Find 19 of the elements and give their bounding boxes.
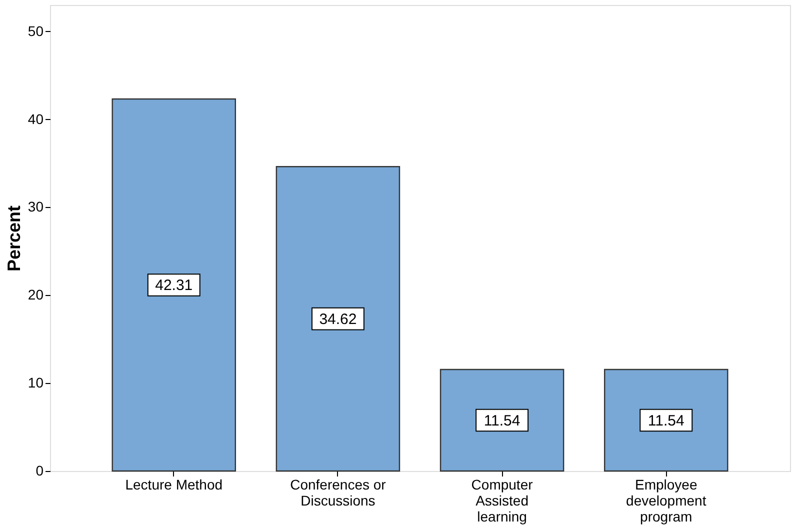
x-tick-label: Lecture Method [125,476,223,492]
bar [604,368,728,472]
y-tick-label: 40 [28,110,44,127]
bar [276,166,400,472]
y-tick-label: 0 [36,462,44,478]
data-label: 34.62 [319,310,357,328]
bar [440,368,564,472]
y-tick-label: 50 [28,22,44,39]
bar [112,98,236,472]
x-tick-label: Employee development program [626,476,706,524]
data-label: 42.31 [155,276,193,294]
x-tick-label: Conferences or Discussions [290,476,386,508]
y-axis-title: Percent [4,205,24,272]
x-tick-label: Computer Assisted learning [471,476,534,524]
y-tick-label: 20 [28,286,44,303]
y-tick-label: 30 [28,198,44,215]
data-label: 11.54 [484,412,520,430]
data-label: 11.54 [648,412,684,430]
y-tick-label: 10 [28,374,44,391]
